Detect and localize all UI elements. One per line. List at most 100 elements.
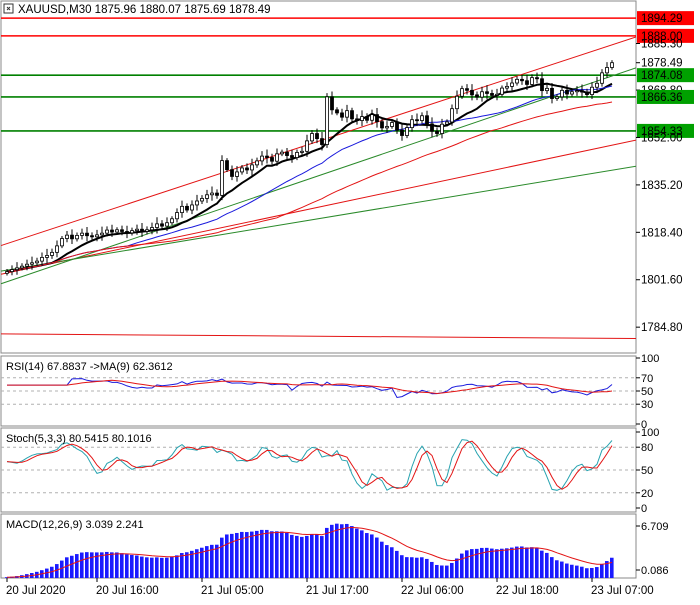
symbol-title: XAUUSD,M30 1875.96 1880.07 1875.69 1878.…: [3, 3, 271, 16]
candle-body: [200, 198, 204, 202]
candle-body: [80, 232, 84, 236]
candle-body: [425, 115, 429, 125]
candle: [535, 72, 539, 84]
candle: [100, 226, 104, 241]
candle-body: [520, 78, 524, 82]
price-label: 1888.00: [637, 28, 694, 43]
macd-bar: [5, 577, 9, 578]
candle-body: [420, 115, 424, 121]
candle-body: [110, 229, 114, 233]
macd-bar: [140, 556, 144, 578]
candle: [30, 256, 34, 270]
rsi-ma-line: [7, 379, 613, 395]
candle: [190, 200, 194, 215]
x-tick-label: 21 Jul 17:00: [306, 585, 369, 597]
price-panel[interactable]: 1835.20 1818.40 1801.60 1784.80 1894.29 1888…: [0, 0, 694, 354]
macd-bar: [570, 564, 574, 578]
candle-body: [350, 110, 354, 120]
macd-bar: [610, 557, 614, 578]
trend-line[interactable]: [0, 139, 637, 275]
macd-bar: [50, 566, 54, 578]
candle-body: [75, 235, 79, 240]
macd-bar: [280, 531, 284, 578]
macd-bar: [410, 557, 414, 578]
candle: [460, 85, 464, 99]
candle-body: [500, 87, 504, 95]
price-label-bg: [637, 68, 694, 83]
candle-body: [195, 200, 199, 206]
price-panel-frame: [0, 0, 637, 354]
macd-bar: [530, 547, 534, 578]
macd-bar: [85, 552, 89, 578]
stoch-panel[interactable]: 100 80 50 20 0 Stoch(5,3,3) 80.5415 80.1016: [0, 427, 659, 515]
trend-line[interactable]: [0, 333, 637, 340]
macd-bar: [95, 552, 99, 578]
macd-bar: [255, 530, 259, 578]
candle-body: [250, 164, 254, 171]
y-tick-label: 1818.40: [641, 227, 683, 239]
macd-bar: [420, 557, 424, 578]
candle-body: [355, 118, 359, 121]
candle: [350, 107, 354, 122]
macd-bar: [510, 547, 514, 578]
candle-body: [450, 108, 454, 123]
macd-bar: [430, 561, 434, 578]
macd-bar: [330, 524, 334, 578]
candle: [50, 248, 54, 259]
macd-bar: [455, 558, 459, 578]
candle: [165, 217, 169, 231]
candle: [95, 229, 99, 242]
candle: [575, 86, 579, 96]
y-tick-label: 100: [641, 353, 659, 365]
candle-body: [325, 96, 329, 145]
candle: [415, 113, 419, 127]
candle: [315, 128, 319, 144]
price-label-bg: [637, 123, 694, 138]
candle-body: [245, 167, 249, 171]
candle-body: [180, 205, 184, 213]
candle-body: [5, 271, 9, 274]
macd-bar: [120, 553, 124, 578]
candle-body: [165, 222, 169, 227]
macd-bar: [105, 551, 109, 578]
candle-body: [405, 127, 409, 136]
macd-bar: [475, 548, 479, 578]
trend-line[interactable]: [0, 67, 637, 285]
stoch-label: Stoch(5,3,3) 80.5415 80.1016: [6, 433, 152, 445]
trend-line[interactable]: [0, 36, 637, 247]
x-tick-label: 22 Jul 06:00: [401, 585, 464, 597]
macd-bar: [490, 548, 494, 578]
macd-bar: [445, 565, 449, 578]
candle-body: [70, 234, 74, 240]
candle: [480, 86, 484, 102]
macd-panel[interactable]: 6.709 0.086 MACD(12,26,9) 3.039 2.241: [0, 513, 669, 579]
candle-body: [360, 116, 364, 121]
macd-bar: [590, 567, 594, 578]
candle: [130, 227, 134, 236]
candle: [455, 90, 459, 114]
candle-body: [230, 169, 234, 177]
macd-bar: [265, 529, 269, 578]
candle-body: [470, 89, 474, 96]
candle: [210, 186, 214, 201]
candle-body: [565, 89, 569, 95]
macd-bar: [175, 555, 179, 578]
trend-line[interactable]: [0, 165, 637, 272]
candle-body: [455, 95, 459, 110]
candle-body: [155, 223, 159, 228]
candle-body: [335, 109, 339, 114]
macd-bar: [165, 557, 169, 578]
macd-bar: [315, 534, 319, 578]
candle: [225, 158, 229, 172]
candle: [395, 118, 399, 134]
candle: [125, 225, 129, 239]
macd-bar: [215, 544, 219, 578]
macd-bar: [115, 552, 119, 578]
candle: [450, 104, 454, 126]
macd-bar: [355, 528, 359, 578]
macd-bar: [100, 552, 104, 578]
price-label-bg: [637, 11, 694, 26]
